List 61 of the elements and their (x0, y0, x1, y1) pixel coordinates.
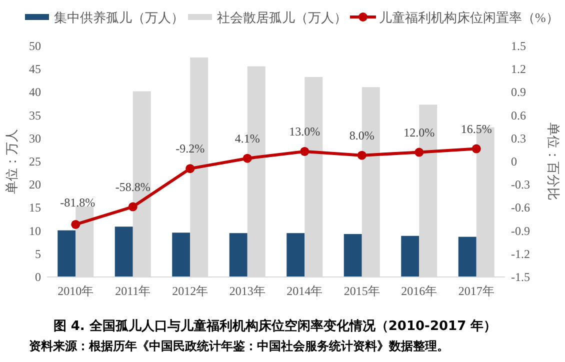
bar (172, 232, 190, 277)
point (414, 148, 424, 157)
y-tick-label: 45 (29, 62, 41, 76)
x-tick-label: 2011年 (115, 284, 151, 298)
bar (401, 236, 420, 277)
x-tick-label: 2016年 (401, 284, 438, 298)
legend-label: 社会散居孤儿（万人） (217, 10, 347, 25)
data-label: 4.1% (234, 131, 260, 146)
y2-tick-label: -0.3 (511, 178, 530, 192)
x-tick-label: 2013年 (229, 284, 266, 298)
data-label: 16.5% (460, 122, 492, 136)
point (357, 150, 366, 160)
y2-tick-label: 0.9 (511, 85, 526, 100)
y2-tick-label: 0.6 (511, 108, 526, 122)
bar (229, 233, 248, 277)
data-label: -81.8% (60, 195, 96, 210)
y-tick-label: 0 (35, 270, 41, 284)
y-tick-label: 35 (29, 108, 41, 122)
legend-label: 集中供养孤儿（万人） (54, 10, 184, 25)
bar (58, 230, 76, 277)
bar (286, 233, 305, 277)
x-tick-label: 2010年 (58, 284, 94, 298)
y-tick-label: 5 (35, 246, 41, 261)
y2-axis-title: 单位：百分比 (546, 122, 561, 200)
y2-tick-label: -0.9 (511, 224, 530, 238)
point (242, 154, 252, 163)
x-tick-label: 2012年 (172, 284, 208, 298)
y2-tick-label: -0.6 (511, 200, 530, 215)
data-label: -9.2% (176, 142, 205, 156)
point (472, 144, 481, 154)
y-tick-label: 40 (29, 85, 41, 100)
y2-tick-label: -1.2 (511, 246, 530, 261)
y-tick-label: 10 (29, 224, 41, 238)
text: 图 4. 全国孤儿人口与儿童福利机构床位空闲率变化情况（2010-2017 年） (53, 318, 497, 334)
y-tick-label: 15 (29, 200, 41, 215)
bar (458, 236, 476, 277)
y-tick-label: 25 (29, 154, 41, 168)
data-label: 13.0% (289, 124, 320, 138)
y2-tick-label: 0 (511, 154, 517, 168)
y2-tick-label: -1.5 (511, 270, 530, 284)
point (186, 164, 195, 174)
text: 资料来源：根据历年《中国民政统计年鉴：中国社会服务统计资料》数据整理。 (29, 339, 449, 353)
y-tick-label: 20 (29, 178, 41, 192)
x-tick-label: 2014年 (286, 284, 323, 298)
data-label: 8.0% (349, 128, 374, 142)
y-tick-label: 30 (29, 131, 41, 146)
y2-tick-label: 1.2 (511, 62, 526, 76)
y-tick-label: 50 (29, 39, 41, 53)
y-axis-title: 单位：万人 (4, 129, 19, 194)
point (128, 202, 138, 212)
bar (344, 234, 362, 277)
data-label: -58.8% (115, 180, 150, 194)
x-tick-label: 2015年 (344, 284, 380, 298)
point (300, 146, 310, 156)
bar (114, 226, 133, 277)
y2-tick-label: 0.3 (511, 131, 526, 146)
legend-label: 儿童福利机构床位闲置率（%） (379, 10, 559, 25)
y2-tick-label: 1.5 (511, 39, 526, 53)
data-label: 12.0% (404, 125, 435, 140)
point (71, 220, 80, 229)
x-tick-label: 2017年 (458, 284, 494, 298)
